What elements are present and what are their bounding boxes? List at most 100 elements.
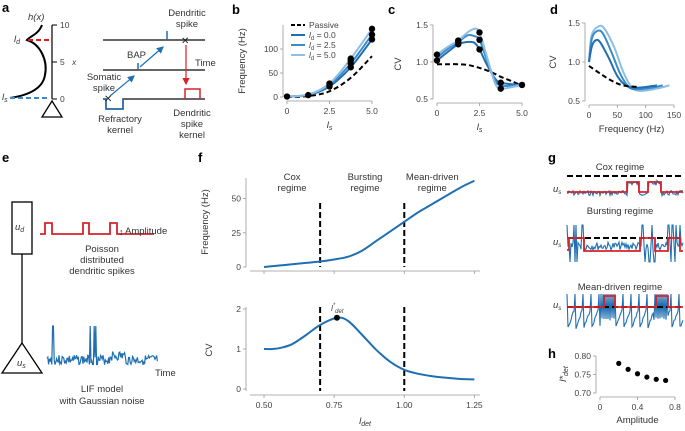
amplitude-label: Amplitude [125,226,167,237]
dendritic-spike-kernel-shape [184,88,201,99]
x-tick-10: 10 [60,20,70,30]
data-point [476,29,483,36]
dendritic-spike-label: Dendritic spike [168,8,206,30]
chart-f-frequency: 0 25 50 Frequency (Hz) Cox regime Bursting regi… [200,172,480,274]
time-label: Time [195,58,216,69]
data-point [433,57,441,64]
y-axis-label: CV [204,343,215,357]
x-tick-5: 5 [60,57,65,67]
y-axis-label: l*det [558,365,570,382]
refractory-kernel-shape [103,98,124,110]
x-tick-label: 0.4 [632,402,644,412]
panel-label-g: g [548,150,556,165]
data-point [433,51,441,58]
ld-label: ld [14,34,21,46]
x-tick-label: 2.5 [474,108,486,118]
us-label: us [553,300,561,312]
lif-label: LIF model with Gaussian noise [58,384,144,407]
x-tick-label: 5.0 [366,106,378,116]
y-tick-label: 1.5 [568,18,580,28]
data-point [326,80,333,87]
bap-label: BAP [127,50,146,61]
soma-triangle-e [0,341,44,374]
cv-curve [264,316,475,381]
y-tick-label: 0 [273,92,278,102]
data-point [625,366,631,372]
regime-label: Mean-driven regime [406,172,459,194]
soma-triangle [40,99,64,118]
y-tick-label: 0.75 [574,370,591,380]
bap-arrow [139,46,164,68]
y-tick-label: 0.80 [574,351,591,361]
data-point [653,376,659,382]
panel-label-c: c [388,2,395,17]
peak-label: l*det [331,303,344,315]
chart-c: 0.5 1.0 1.5 0 2.5 5.0 CV ls [393,20,528,134]
x-axis-label: Amplitude [616,415,658,426]
y-tick-label: 1.0 [416,57,428,67]
y-tick-label: 0 [236,384,241,394]
x-axis-label: x [71,57,77,67]
dendritic-spike-kernel-label: Dendritic spike kernel [173,108,211,141]
series-line-passive [437,63,523,87]
data-point [455,37,462,44]
x-axis-label: ldet [359,416,372,428]
series-line-ld-2 [588,24,670,92]
data-point [644,374,650,380]
somatic-spike-label: Somatic spike [87,72,122,94]
x-tick-label: 1.00 [396,400,413,410]
ud-label: ud [15,222,25,234]
data-point [497,79,504,86]
voltage-trace [566,224,684,263]
y-tick-label: 25 [232,228,242,238]
x-tick-label: 2.5 [324,106,336,116]
x-tick-label: 100 [639,110,653,120]
dendritic-spike-cross-icon: ✕ [181,36,189,47]
y-axis-label: Frequency (Hz) [200,189,211,254]
legend-label: ld = 2.5 [309,40,336,52]
h-x-curve [9,24,47,99]
chart-f-cv: 0 1 2 0.50 0.75 1.00 1.25 CV ldet l*det [204,303,483,428]
regime-title: Mean-driven regime [578,282,662,293]
us-label-e: us [17,358,26,370]
panel-e: ud us ↕ Amplitude Poisson distributed dend… [0,201,176,407]
data-point [663,377,669,384]
y-tick-label: 0.5 [568,96,580,106]
y-tick-label: 1.5 [416,20,428,30]
poisson-label: Poisson distributed dendritic spikes [69,244,135,277]
time-label-e: Time [155,368,176,379]
us-label: us [553,237,561,249]
x-tick-label: 0.8 [669,402,681,412]
series-line-ld-1 [588,29,663,91]
y-tick-label: 0 [236,262,241,272]
us-label: us [553,184,561,196]
refractory-kernel-label: Refractory kernel [98,114,142,136]
data-point [497,85,504,92]
y-tick-label: 2 [236,304,241,314]
data-point [616,360,622,366]
x-axis-label: ls [327,120,333,132]
panel-label-a: a [2,0,10,15]
y-tick-label: 1.0 [568,57,580,67]
x-tick-0: 0 [60,94,65,104]
x-tick-label: 5.0 [516,108,528,118]
data-point [305,91,312,99]
y-tick-label: 1 [236,344,241,354]
dendritic-input-trace [567,237,683,252]
x-tick-label: 50 [613,110,623,120]
amplitude-arrow-icon: ↕ [119,227,124,237]
lif-voltage-trace [46,325,158,367]
dendritic-input-trace [567,181,683,193]
y-tick-label: 100 [264,44,278,54]
panel-g: Cox regime us Bursting regime us Mean-driven… [553,162,684,329]
frequency-curve [263,179,475,268]
poisson-spike-train [40,222,154,235]
peak-point [333,314,340,321]
data-point [347,55,354,62]
y-axis-label: CV [393,57,404,71]
data-point [476,46,483,53]
x-tick-label: 1.25 [466,400,483,410]
series-line-ld-0 [588,38,658,89]
